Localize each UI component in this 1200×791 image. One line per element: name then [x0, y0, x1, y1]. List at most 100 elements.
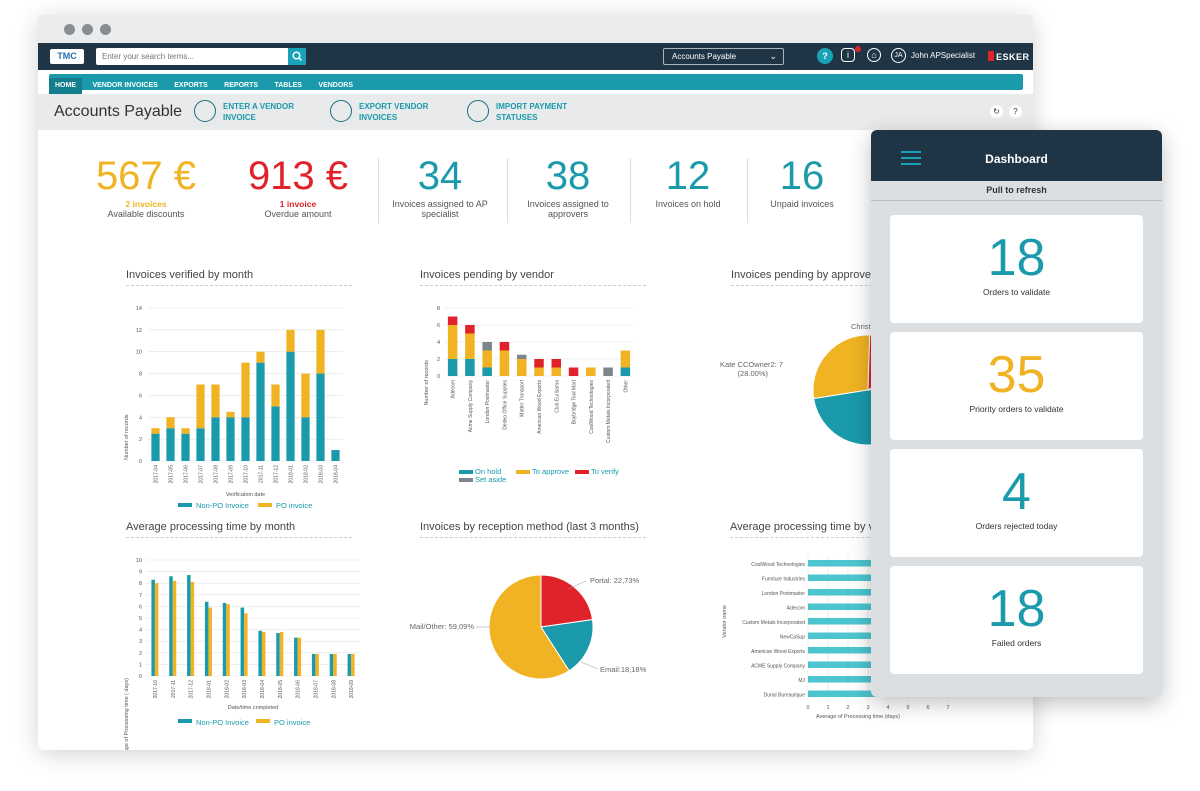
user-name[interactable]: John APSpecialist [911, 51, 976, 60]
nav-exports[interactable]: EXPORTS [174, 82, 208, 89]
card-orders-rejected[interactable]: 4 Orders rejected today [890, 449, 1143, 557]
help-small-icon[interactable]: ? [1009, 105, 1022, 118]
kpi-unpaid[interactable]: 16 Unpaid invoices [770, 154, 834, 209]
kpi-overdue-amount[interactable]: 913 € 1 invoice Overdue amount [247, 154, 349, 219]
pie-label: Email:18,18% [600, 665, 647, 674]
bar-segment [447, 316, 458, 325]
legend-label: PO invoice [276, 501, 312, 510]
y-tick-label: 6 [139, 393, 142, 399]
y-tick-label: London Postmaster [762, 591, 806, 597]
x-tick-label: 4 [886, 705, 889, 711]
legend-label: To approve [532, 467, 569, 476]
bar-segment [211, 384, 220, 418]
y-axis-label: Vendor name [722, 605, 728, 638]
y-tick-label: 1 [139, 662, 142, 668]
bar-segment [181, 433, 190, 461]
x-tick-label: Matter Transport [520, 379, 526, 416]
y-tick-label: 7 [139, 593, 142, 599]
x-tick-label: 2017-08 [214, 465, 220, 484]
y-tick-label: 4 [139, 415, 142, 421]
kpi-divider [747, 158, 748, 223]
x-tick-label: 7 [946, 705, 949, 711]
bar-segment [620, 350, 631, 368]
legend-label: Non-PO Invoice [196, 501, 249, 510]
kpi-assigned-ap[interactable]: 34 Invoices assigned to AP specialist [392, 154, 488, 219]
y-tick-label: NewCaSup [780, 635, 806, 641]
kpi-available-discounts[interactable]: 567 € 2 invoices Available discounts [95, 154, 197, 219]
window-maximize-button[interactable] [100, 24, 111, 35]
card-priority-orders[interactable]: 35 Priority orders to validate [890, 332, 1143, 440]
x-tick-label: 3 [866, 705, 869, 711]
bar-segment [586, 367, 596, 376]
notification-badge [855, 46, 861, 52]
company-logo[interactable]: TMC [50, 49, 84, 64]
bar [169, 576, 173, 676]
nav-vendor-invoices[interactable]: VENDOR INVOICES [92, 82, 158, 89]
bar-segment [166, 428, 175, 461]
bar [258, 630, 262, 676]
avatar[interactable]: JA [891, 48, 906, 63]
bar-segment [241, 362, 250, 418]
window-minimize-button[interactable] [82, 24, 93, 35]
x-tick-label: 2017-12 [274, 465, 280, 484]
chart-title: Invoices verified by month [126, 269, 352, 286]
bar [154, 583, 159, 676]
y-tick-label: 8 [139, 372, 142, 378]
chart-title: Average processing time by month [126, 521, 352, 538]
x-tick-label: 2018-01 [206, 680, 212, 699]
x-tick-label: 2017-12 [189, 680, 195, 699]
x-tick-label: 0 [806, 705, 809, 711]
bar [315, 653, 319, 676]
x-tick-label: 2017-04 [154, 465, 160, 484]
x-tick-label: 2018-02 [224, 680, 230, 699]
nav-reports[interactable]: REPORTS [224, 82, 259, 89]
card-failed-orders[interactable]: 18 Failed orders [890, 566, 1143, 674]
chart-title: Average processing time by v [730, 521, 930, 538]
bar-segment [551, 367, 562, 376]
search-input[interactable] [96, 48, 306, 65]
kpi-on-hold[interactable]: 12 Invoices on hold [655, 154, 721, 209]
bar [204, 601, 209, 676]
legend-swatch [256, 719, 270, 723]
bar [172, 580, 177, 676]
x-tick-label: 6 [926, 705, 929, 711]
app-header: TMC Accounts Payable ⌄ ? i ⌂ JA John APS… [38, 43, 1033, 70]
bar [190, 582, 195, 676]
lock-icon[interactable]: ⌂ [867, 48, 881, 62]
pull-to-refresh[interactable]: Pull to refresh [986, 185, 1047, 195]
hamburger-menu-icon[interactable] [901, 151, 921, 169]
bar-segment [286, 351, 295, 461]
bar [276, 633, 280, 676]
nav-home[interactable]: HOME [49, 78, 82, 94]
x-tick-label: 2 [846, 705, 849, 711]
window-close-button[interactable] [64, 24, 75, 35]
x-tick-label: Adecom [451, 380, 457, 398]
refresh-icon[interactable]: ↻ [990, 105, 1003, 118]
search-button[interactable] [288, 48, 306, 65]
bar [244, 613, 248, 676]
y-axis-label: Number of records [124, 414, 130, 460]
bar-segment [447, 359, 458, 376]
bar-segment [465, 325, 475, 334]
help-icon[interactable]: ? [817, 48, 833, 64]
legend-swatch [575, 470, 589, 474]
nav-vendors[interactable]: VENDORS [318, 82, 354, 89]
nav-tables[interactable]: TABLES [274, 82, 302, 89]
page-title: Accounts Payable [54, 103, 183, 120]
card-orders-to-validate[interactable]: 18 Orders to validate [890, 215, 1143, 323]
kpi-assigned-approvers[interactable]: 38 Invoices assigned to approvers [527, 154, 609, 219]
window-titlebar [38, 15, 1033, 43]
bar-segment [551, 359, 562, 368]
bar-segment [241, 417, 250, 461]
x-tick-label: 2018-03 [242, 680, 248, 699]
pie-slice [540, 574, 594, 628]
x-tick-label: 2018-06 [296, 680, 302, 699]
x-tick-label: 2018-04 [260, 680, 266, 699]
y-tick-label: Custom Metals Incorporated [742, 620, 805, 626]
bar [187, 575, 191, 676]
notification-icon[interactable]: i [841, 48, 855, 62]
bar [333, 653, 337, 676]
y-tick-label: Durial Bureautique [764, 693, 806, 699]
module-select[interactable]: Accounts Payable ⌄ [663, 48, 784, 65]
x-axis-label: Verification date [226, 492, 265, 498]
